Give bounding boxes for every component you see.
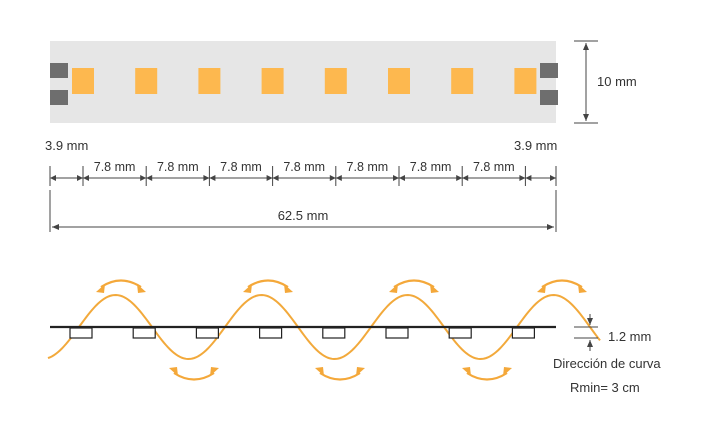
pitch-arrowhead (393, 175, 399, 181)
bend-curve (47, 294, 601, 360)
solder-pad (540, 63, 558, 78)
led-chip (135, 68, 158, 94)
bend-arrow (315, 367, 365, 381)
pitch-arrowhead (266, 175, 273, 181)
pitch-arrowhead (77, 175, 83, 181)
pitch-label: 7.8 mm (94, 160, 136, 174)
solder-pads (50, 63, 558, 105)
pitch-arrowhead (203, 175, 210, 181)
total-length-dimension: 62.5 mm (49, 190, 557, 232)
pitch-arrowhead (146, 175, 153, 181)
side-chip (511, 327, 536, 339)
height-label: 10 mm (597, 74, 637, 89)
bend-arrow (243, 279, 293, 293)
side-chip (259, 327, 283, 339)
height-dimension: 10 mm (574, 40, 637, 124)
side-chip (195, 327, 219, 339)
bend-arrows (96, 279, 587, 381)
led-chip (451, 68, 474, 94)
side-chip (385, 327, 409, 339)
pitch-label: 7.8 mm (157, 160, 199, 174)
pitch-arrowhead (329, 175, 336, 181)
led-chip (324, 68, 347, 94)
pitch-arrowhead (335, 175, 342, 181)
led-chip (198, 68, 221, 94)
edge-left-label: 3.9 mm (45, 138, 88, 153)
pitch-arrowhead (456, 175, 463, 181)
pitch-label: 7.8 mm (410, 160, 452, 174)
solder-pad (540, 90, 558, 105)
min-radius-label: Rmin= 3 cm (570, 380, 640, 395)
side-chip (448, 327, 472, 339)
bend-arrow (96, 279, 146, 293)
bend-arrow (537, 279, 587, 293)
side-chip (69, 327, 93, 339)
side-chip (132, 327, 156, 339)
bend-arrow (169, 367, 219, 381)
pitch-arrowhead (50, 175, 56, 181)
led-chip (261, 68, 284, 94)
pitch-dimensions: 3.9 mm 3.9 mm 7.8 mm 7.8 mm 7.8 mm 7.8 mm 7.… (45, 138, 557, 186)
edge-right-label: 3.9 mm (514, 138, 557, 153)
led-strip-top-view: 10 mm (50, 40, 637, 124)
led-chip (388, 68, 410, 94)
pitch-label: 7.8 mm (220, 160, 262, 174)
pitch-arrowhead (399, 175, 405, 181)
pitch-arrowhead (462, 175, 469, 181)
bend-direction-label: Dirección de curva (553, 356, 661, 371)
led-chip (72, 68, 94, 94)
side-chip (322, 327, 346, 339)
pitch-arrowhead (519, 175, 526, 181)
pitch-arrowhead (209, 175, 216, 181)
thickness-dimension: 1.2 mm (574, 314, 651, 351)
pitch-row: 7.8 mm 7.8 mm 7.8 mm 7.8 mm 7.8 mm 7.8 mm 7.8 … (49, 160, 557, 186)
bend-arrow (462, 367, 512, 381)
pitch-label: 7.8 mm (347, 160, 389, 174)
strip-body (50, 41, 556, 123)
pitch-arrowhead (140, 175, 147, 181)
bend-side-view: 1.2 mm Dirección de curva Rmin= 3 cm (47, 279, 661, 395)
pitch-arrowhead (272, 175, 279, 181)
pitch-label: 7.8 mm (283, 160, 325, 174)
thickness-label: 1.2 mm (608, 329, 651, 344)
pitch-arrowhead (525, 175, 532, 181)
side-chips (69, 327, 536, 339)
total-length-label: 62.5 mm (278, 208, 329, 223)
pitch-label: 7.8 mm (473, 160, 515, 174)
pitch-arrowhead (550, 175, 556, 181)
pitch-arrowhead (83, 175, 89, 181)
solder-pad (50, 63, 68, 78)
led-chips (72, 68, 537, 94)
bend-arrow (389, 279, 439, 293)
led-chip (514, 68, 537, 94)
solder-pad (50, 90, 68, 105)
